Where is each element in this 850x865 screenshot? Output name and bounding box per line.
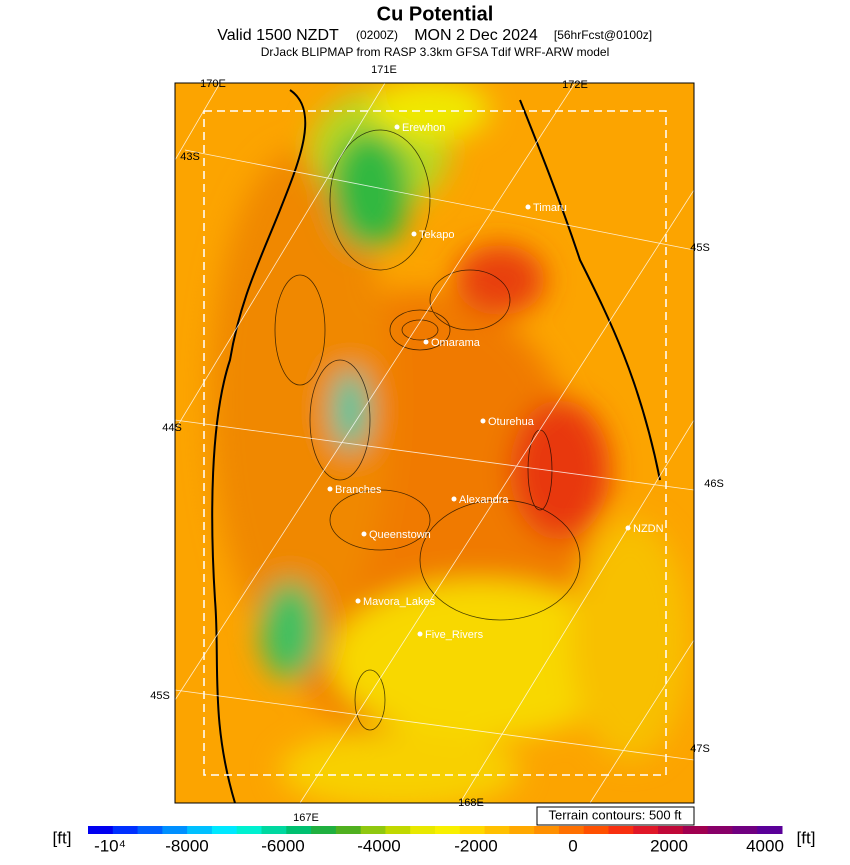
lon-label: 168E [458,797,484,809]
colorbar-swatch [732,826,758,834]
place-label: Queenstown [369,529,431,541]
colorbar-swatch [558,826,585,834]
place-marker [355,598,361,604]
colorbar-tick-label: -4000 [357,836,400,855]
colorbar-swatch [608,826,634,834]
colorbar-tick-label: -10⁴ [94,836,126,855]
colorbar-swatch [583,826,609,834]
colorbar-swatch [435,826,461,834]
colorbar-swatch [459,826,486,834]
place-marker [423,339,429,345]
unit-label: [ft] [53,828,72,847]
terrain-note: Terrain contours: 500 ft [549,807,682,822]
lon-label: 170E [200,78,226,90]
date: MON 2 Dec 2024 [414,27,538,44]
colorbar: -10⁴ -8000 -6000 -4000 -2000 0 2000 4000 [88,826,784,855]
place-marker [394,124,400,130]
place-label: NZDN [633,523,664,535]
colorbar-swatch [211,826,238,834]
colorbar-swatch [509,826,535,834]
valid: Valid 1500 NZDT [217,27,339,44]
place-label: Five_Rivers [425,629,484,641]
place-label: Oturehua [488,416,535,428]
lat-label: 45S [150,690,170,702]
colorbar-tick-label: 2000 [650,836,688,855]
colorbar-swatch [261,826,287,834]
lat-label: 44S [162,422,182,434]
place-marker [525,204,531,210]
place-label: Tekapo [419,229,454,241]
colorbar-swatch [112,826,139,834]
place-marker [327,486,333,492]
place-marker [361,531,367,537]
colorbar-swatch [633,826,659,834]
title: Cu Potential [377,3,494,25]
map [175,83,694,803]
colorbar-swatch [360,826,386,834]
graticule-labels: 170E 171E 172E 43S 45S 44S 46S 45S 47S 1… [150,64,724,824]
forecast: [56hrFcst@0100z] [554,28,652,42]
place-marker [411,231,417,237]
utc: (0200Z) [356,28,398,42]
place-label: Erewhon [402,122,445,134]
colorbar-swatch [88,826,114,834]
place-marker [417,631,423,637]
colorbar-tick-label: 4000 [746,836,784,855]
place-label: Omarama [431,337,481,349]
place-marker [625,525,631,531]
colorbar-swatch [162,826,188,834]
place-marker [480,418,486,424]
place-label: Mavora_Lakes [363,596,436,608]
place-label: Timaru [533,202,567,214]
colorbar-swatch [335,826,362,834]
colorbar-swatch [682,826,709,834]
colorbar-tick-label: -8000 [165,836,208,855]
lat-label: 45S [690,242,710,254]
lon-label: 167E [293,812,319,824]
lon-label: 171E [371,64,397,76]
colorbar-swatch [658,826,684,834]
unit-label: [ft] [797,828,816,847]
colorbar-swatch [534,826,560,834]
note-box [536,806,695,826]
colorbar-tick-label: -2000 [454,836,497,855]
colorbar-swatch [187,826,213,834]
place-label: Branches [335,484,382,496]
colorbar-swatch [410,826,436,834]
place-marker [451,496,457,502]
lat-label: 47S [690,743,710,755]
colorbar-swatch [311,826,337,834]
lon-label: 172E [562,79,588,91]
place-label: Alexandra [459,494,509,506]
colorbar-swatch [236,826,262,834]
colorbar-swatch [385,826,411,834]
lat-label: 43S [180,151,200,163]
colorbar-tick-label: 0 [568,836,577,855]
colorbar-swatch [757,826,783,834]
lat-label: 46S [704,478,724,490]
colorbar-swatch [286,826,312,834]
colorbar-tick-label: -6000 [261,836,304,855]
colorbar-swatch [137,826,163,834]
source: DrJack BLIPMAP from RASP 3.3km GFSA Tdif… [261,45,610,59]
colorbar-swatch [484,826,510,834]
places: Erewhon Timaru Tekapo Omarama Oturehua Branch… [327,122,664,641]
colorbar-swatch [707,826,733,834]
map-frame [174,82,695,804]
